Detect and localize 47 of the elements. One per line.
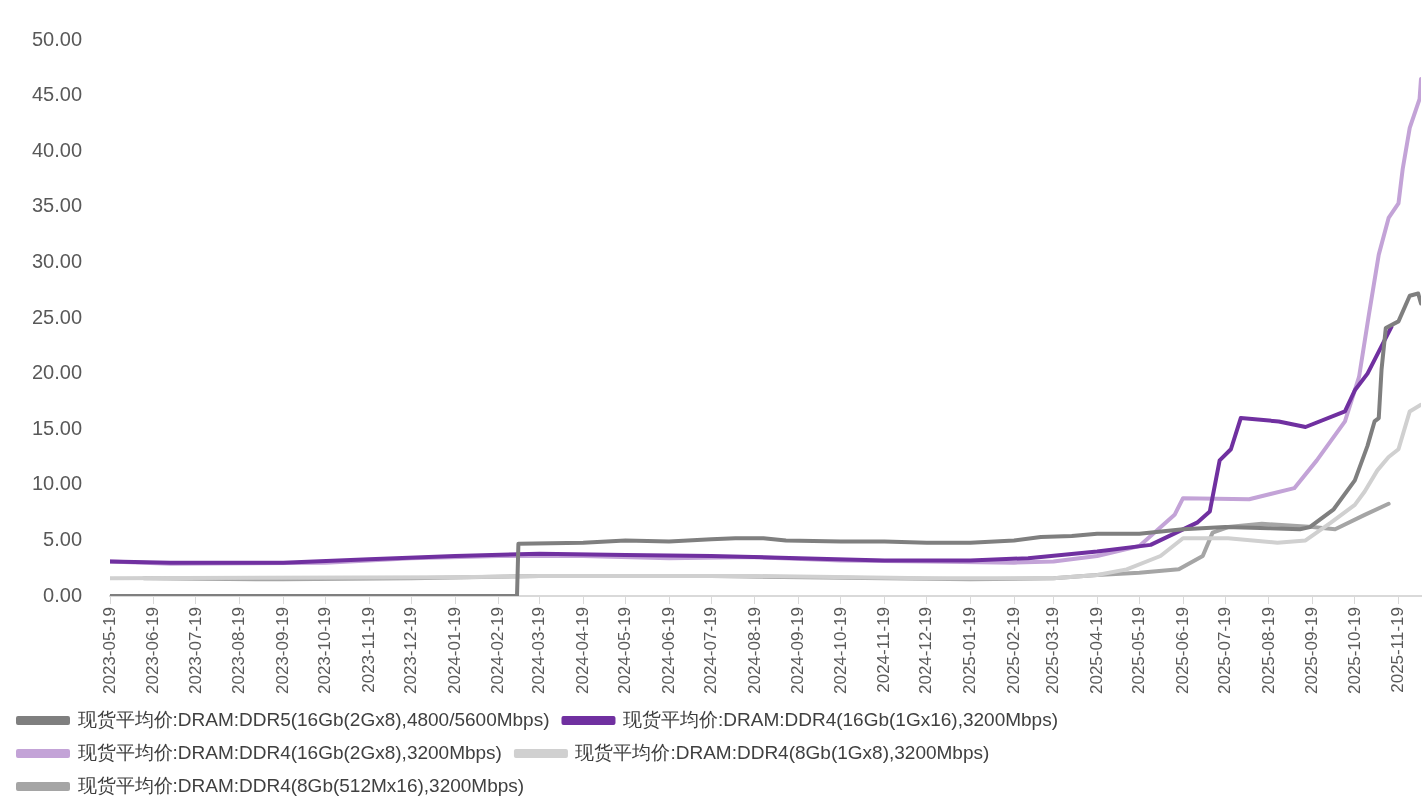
x-tick-label: 2024-06-19 (658, 607, 678, 695)
x-tick-label: 2023-05-19 (99, 607, 119, 695)
x-tick-label: 2023-07-19 (185, 607, 205, 695)
y-tick-label: 50.00 (31, 27, 83, 50)
x-tick-label: 2024-12-19 (916, 607, 936, 695)
x-tick-label: 2024-07-19 (701, 607, 720, 695)
y-tick-label: 35.00 (31, 194, 83, 217)
x-tick-label: 2023-08-19 (229, 607, 249, 695)
y-tick-label: 30.00 (31, 249, 83, 272)
x-tick-label: 2024-01-19 (444, 607, 464, 695)
x-tick-label: 2024-05-19 (615, 607, 635, 695)
x-tick-label: 2025-04-19 (1086, 607, 1106, 695)
x-tick-label: 2024-08-19 (744, 607, 764, 695)
x-tick-label: 2025-08-19 (1258, 607, 1278, 695)
y-tick-label: 20.00 (31, 361, 83, 384)
x-tick-label: 2023-12-19 (401, 607, 421, 695)
x-tick-label: 2025-03-19 (1043, 607, 1063, 695)
x-tick-label: 2025-07-19 (1214, 607, 1234, 695)
legend-label: 现货平均价:DRAM:DDR4(8Gb(1Gx8),3200Mbps) (575, 741, 990, 763)
x-tick-label: 2025-11-19 (1388, 607, 1408, 693)
x-tick-label: 2024-09-19 (788, 607, 808, 695)
x-tick-label: 2025-06-19 (1172, 607, 1192, 695)
x-tick-label: 2024-10-19 (830, 607, 850, 695)
y-tick-label: 45.00 (31, 83, 83, 106)
y-tick-label: 25.00 (31, 305, 83, 328)
x-tick-label: 2024-11-19 (874, 607, 894, 693)
x-tick-label: 2025-05-19 (1129, 607, 1149, 695)
x-tick-label: 2025-09-19 (1302, 607, 1322, 695)
y-tick-label: 10.00 (31, 472, 83, 495)
legend-label: 现货平均价:DRAM:DDR5(16Gb(2Gx8),4800/5600Mbps) (77, 708, 550, 730)
y-tick-label: 5.00 (43, 527, 83, 550)
x-tick-label: 2024-03-19 (529, 607, 549, 695)
x-tick-label: 2024-04-19 (572, 607, 592, 695)
x-tick-label: 2025-10-19 (1344, 607, 1364, 695)
legend-label: 现货平均价:DRAM:DDR4(16Gb(1Gx16),3200Mbps) (622, 708, 1058, 730)
y-tick-label: 15.00 (31, 416, 83, 439)
y-tick-label: 0.00 (43, 583, 83, 606)
legend-label: 现货平均价:DRAM:DDR4(16Gb(2Gx8),3200Mbps) (77, 741, 502, 763)
x-tick-label: 2025-02-19 (1003, 607, 1023, 695)
x-tick-label: 2023-11-19 (358, 607, 378, 693)
legend-label: 现货平均价:DRAM:DDR4(8Gb(512Mx16),3200Mbps) (77, 774, 525, 796)
x-tick-label: 2024-02-19 (488, 607, 508, 695)
x-tick-label: 2023-10-19 (315, 607, 335, 695)
x-tick-label: 2023-09-19 (272, 607, 292, 695)
x-tick-label: 2025-01-19 (960, 607, 980, 695)
y-tick-label: 40.00 (31, 138, 83, 161)
x-tick-label: 2023-06-19 (143, 607, 163, 695)
